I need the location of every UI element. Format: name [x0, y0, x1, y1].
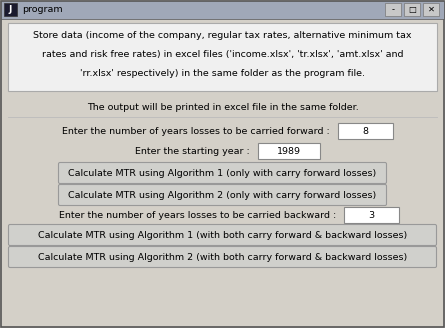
- FancyBboxPatch shape: [385, 3, 401, 16]
- Text: 1989: 1989: [277, 147, 301, 155]
- FancyBboxPatch shape: [258, 143, 320, 159]
- FancyBboxPatch shape: [344, 207, 399, 223]
- Text: The output will be printed in excel file in the same folder.: The output will be printed in excel file…: [87, 102, 358, 112]
- Text: □: □: [408, 5, 416, 14]
- Text: Enter the number of years losses to be carried forward :: Enter the number of years losses to be c…: [62, 127, 330, 135]
- FancyBboxPatch shape: [423, 3, 439, 16]
- FancyBboxPatch shape: [338, 123, 393, 139]
- Text: Enter the starting year :: Enter the starting year :: [135, 147, 250, 155]
- Text: Calculate MTR using Algorithm 2 (with both carry forward & backward losses): Calculate MTR using Algorithm 2 (with bo…: [38, 253, 407, 261]
- Text: Enter the number of years losses to be carried backward :: Enter the number of years losses to be c…: [59, 211, 336, 219]
- FancyBboxPatch shape: [58, 162, 387, 183]
- Text: Calculate MTR using Algorithm 2 (only with carry forward losses): Calculate MTR using Algorithm 2 (only wi…: [69, 191, 376, 199]
- Text: -: -: [392, 5, 395, 14]
- Text: rates and risk free rates) in excel files ('income.xlsx', 'tr.xlsx', 'amt.xlsx' : rates and risk free rates) in excel file…: [42, 50, 403, 58]
- FancyBboxPatch shape: [4, 3, 17, 16]
- FancyBboxPatch shape: [404, 3, 420, 16]
- FancyBboxPatch shape: [58, 184, 387, 206]
- Text: J: J: [9, 5, 12, 14]
- Text: program: program: [22, 6, 63, 14]
- Text: Store data (income of the company, regular tax rates, alternative minimum tax: Store data (income of the company, regul…: [33, 31, 412, 39]
- Text: Calculate MTR using Algorithm 1 (only with carry forward losses): Calculate MTR using Algorithm 1 (only wi…: [69, 169, 376, 177]
- FancyBboxPatch shape: [1, 1, 444, 19]
- FancyBboxPatch shape: [8, 224, 437, 245]
- FancyBboxPatch shape: [8, 23, 437, 91]
- Text: 'rr.xlsx' respectively) in the same folder as the program file.: 'rr.xlsx' respectively) in the same fold…: [80, 69, 365, 77]
- FancyBboxPatch shape: [8, 247, 437, 268]
- Text: 8: 8: [362, 127, 368, 135]
- Text: Calculate MTR using Algorithm 1 (with both carry forward & backward losses): Calculate MTR using Algorithm 1 (with bo…: [38, 231, 407, 239]
- Text: 3: 3: [368, 211, 374, 219]
- Text: ✕: ✕: [428, 5, 434, 14]
